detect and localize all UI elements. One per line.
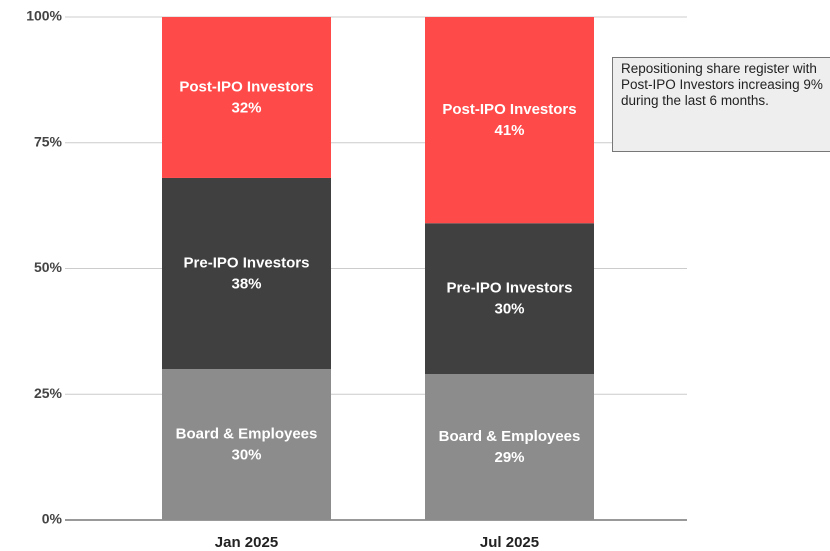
- bar-segment: [425, 374, 594, 520]
- data-label: 38%: [231, 275, 261, 292]
- segment-name: Board & Employees: [439, 428, 581, 445]
- y-tick-label: 75%: [34, 133, 63, 149]
- bar-segment: [162, 369, 331, 520]
- segment-name: Pre-IPO Investors: [447, 280, 573, 297]
- segment-name: Board & Employees: [176, 426, 318, 443]
- x-tick-label: Jan 2025: [215, 534, 278, 551]
- segment-name: Pre-IPO Investors: [184, 254, 310, 271]
- bar-segment: [162, 17, 331, 178]
- data-label: 30%: [494, 301, 524, 318]
- data-label: 41%: [494, 122, 524, 139]
- bar-segment: [425, 223, 594, 375]
- y-tick-label: 100%: [26, 8, 62, 24]
- segment-name: Post-IPO Investors: [179, 78, 313, 95]
- segment-name: Post-IPO Investors: [442, 101, 576, 118]
- y-tick-label: 25%: [34, 385, 63, 401]
- data-label: 29%: [494, 449, 524, 466]
- bar-segment: [162, 177, 331, 370]
- y-tick-label: 0%: [42, 511, 63, 527]
- y-tick-label: 50%: [34, 259, 63, 275]
- bar-segment: [425, 17, 594, 224]
- data-label: 32%: [231, 99, 261, 116]
- annotation: Repositioning share register with Post-I…: [612, 57, 830, 152]
- x-tick-label: Jul 2025: [480, 534, 539, 551]
- data-label: 30%: [231, 447, 261, 464]
